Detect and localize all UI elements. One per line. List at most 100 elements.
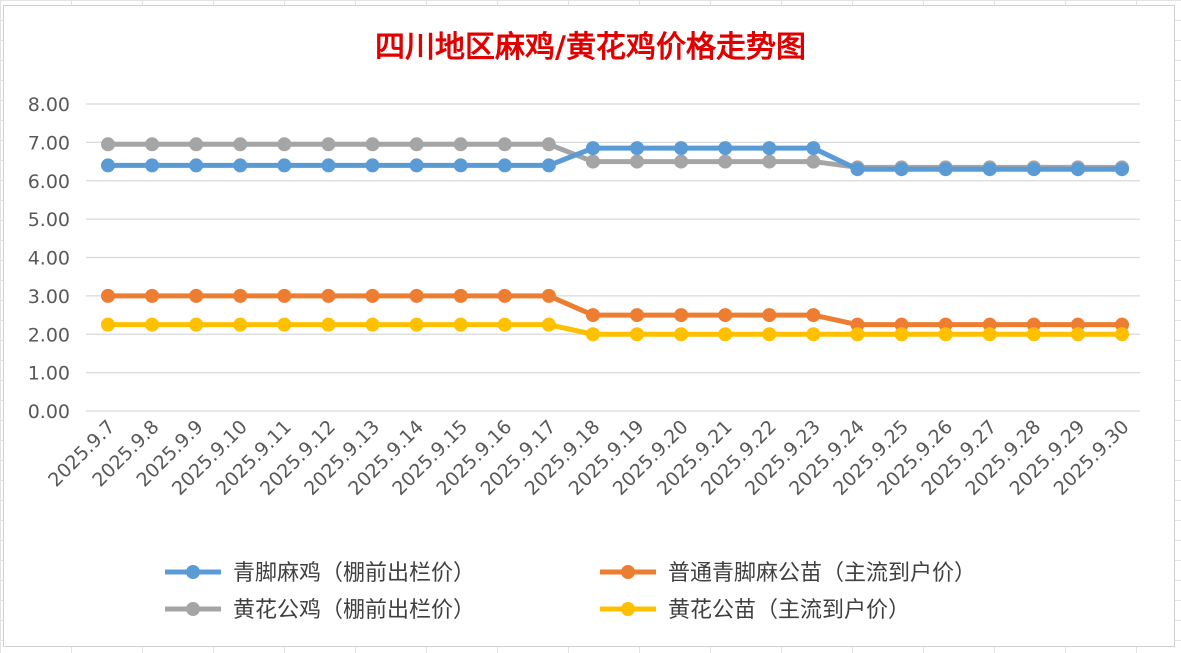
data-point bbox=[541, 137, 556, 152]
legend-label: 青脚麻鸡（棚前出栏价） bbox=[233, 561, 475, 586]
data-point bbox=[850, 162, 865, 177]
legend-marker bbox=[621, 602, 635, 616]
data-point bbox=[409, 158, 424, 173]
data-point bbox=[145, 317, 160, 332]
data-point bbox=[1026, 317, 1041, 332]
data-point bbox=[1070, 162, 1085, 177]
data-point bbox=[674, 141, 689, 156]
legend-marker bbox=[186, 602, 200, 616]
data-point bbox=[1026, 327, 1041, 342]
data-point bbox=[321, 288, 336, 303]
data-point bbox=[806, 154, 821, 169]
data-point bbox=[277, 137, 292, 152]
y-tick-label: 7.00 bbox=[28, 132, 70, 154]
data-point bbox=[1070, 317, 1085, 332]
data-point bbox=[585, 327, 600, 342]
data-point bbox=[541, 288, 556, 303]
data-point bbox=[938, 162, 953, 177]
data-point bbox=[541, 158, 556, 173]
data-point bbox=[365, 317, 380, 332]
data-point bbox=[674, 327, 689, 342]
data-point bbox=[1115, 162, 1129, 177]
data-point bbox=[453, 137, 468, 152]
data-point bbox=[233, 158, 248, 173]
data-point bbox=[982, 327, 997, 342]
legend-label: 黄花公鸡（棚前出栏价） bbox=[233, 598, 475, 623]
data-point bbox=[806, 141, 821, 156]
data-point bbox=[497, 288, 512, 303]
data-point bbox=[982, 162, 997, 177]
data-point bbox=[189, 158, 204, 173]
data-point bbox=[101, 137, 115, 152]
data-point bbox=[145, 137, 160, 152]
data-point bbox=[1115, 317, 1129, 332]
data-point bbox=[321, 317, 336, 332]
data-point bbox=[762, 141, 777, 156]
data-point bbox=[409, 137, 424, 152]
y-tick-label: 6.00 bbox=[28, 171, 70, 193]
data-point bbox=[233, 317, 248, 332]
data-point bbox=[585, 141, 600, 156]
y-tick-label: 2.00 bbox=[28, 324, 70, 346]
data-point bbox=[718, 141, 733, 156]
legend-marker bbox=[186, 565, 200, 579]
data-point bbox=[894, 317, 909, 332]
data-point bbox=[1115, 327, 1129, 342]
data-point bbox=[101, 158, 115, 173]
y-tick-label: 0.00 bbox=[28, 401, 70, 423]
data-point bbox=[409, 288, 424, 303]
series-line bbox=[108, 293, 1122, 328]
data-point bbox=[189, 317, 204, 332]
data-point bbox=[630, 154, 645, 169]
data-point bbox=[497, 158, 512, 173]
data-point bbox=[585, 308, 600, 323]
data-point bbox=[321, 137, 336, 152]
y-tick-label: 8.00 bbox=[28, 94, 70, 116]
data-point bbox=[189, 137, 204, 152]
data-point bbox=[850, 317, 865, 332]
data-point bbox=[365, 137, 380, 152]
data-point bbox=[145, 288, 160, 303]
data-point bbox=[453, 288, 468, 303]
data-point bbox=[101, 288, 115, 303]
series-line bbox=[108, 145, 1122, 172]
data-point bbox=[585, 154, 600, 169]
y-tick-label: 4.00 bbox=[28, 248, 70, 270]
data-point bbox=[762, 308, 777, 323]
data-point bbox=[762, 154, 777, 169]
data-point bbox=[453, 317, 468, 332]
data-point bbox=[806, 327, 821, 342]
legend-label: 黄花公苗（主流到户价） bbox=[668, 598, 910, 623]
data-point bbox=[189, 288, 204, 303]
series-line bbox=[108, 322, 1122, 337]
data-point bbox=[409, 317, 424, 332]
data-point bbox=[938, 317, 953, 332]
data-point bbox=[630, 141, 645, 156]
data-point bbox=[1070, 327, 1085, 342]
data-point bbox=[762, 327, 777, 342]
data-point bbox=[365, 158, 380, 173]
data-point bbox=[145, 158, 160, 173]
data-point bbox=[806, 308, 821, 323]
chart-title: 四川地区麻鸡/黄花鸡价格走势图 bbox=[375, 30, 806, 65]
data-point bbox=[630, 327, 645, 342]
data-point bbox=[718, 327, 733, 342]
data-point bbox=[277, 317, 292, 332]
data-point bbox=[233, 288, 248, 303]
data-point bbox=[982, 317, 997, 332]
legend-label: 普通青脚麻公苗（主流到户价） bbox=[668, 561, 976, 586]
data-point bbox=[938, 327, 953, 342]
data-point bbox=[718, 308, 733, 323]
data-point bbox=[497, 317, 512, 332]
data-point bbox=[321, 158, 336, 173]
data-point bbox=[497, 137, 512, 152]
data-point bbox=[630, 308, 645, 323]
data-point bbox=[277, 158, 292, 173]
data-point bbox=[894, 162, 909, 177]
y-tick-label: 3.00 bbox=[28, 286, 70, 308]
data-point bbox=[277, 288, 292, 303]
data-point bbox=[894, 327, 909, 342]
data-point bbox=[453, 158, 468, 173]
data-point bbox=[674, 308, 689, 323]
